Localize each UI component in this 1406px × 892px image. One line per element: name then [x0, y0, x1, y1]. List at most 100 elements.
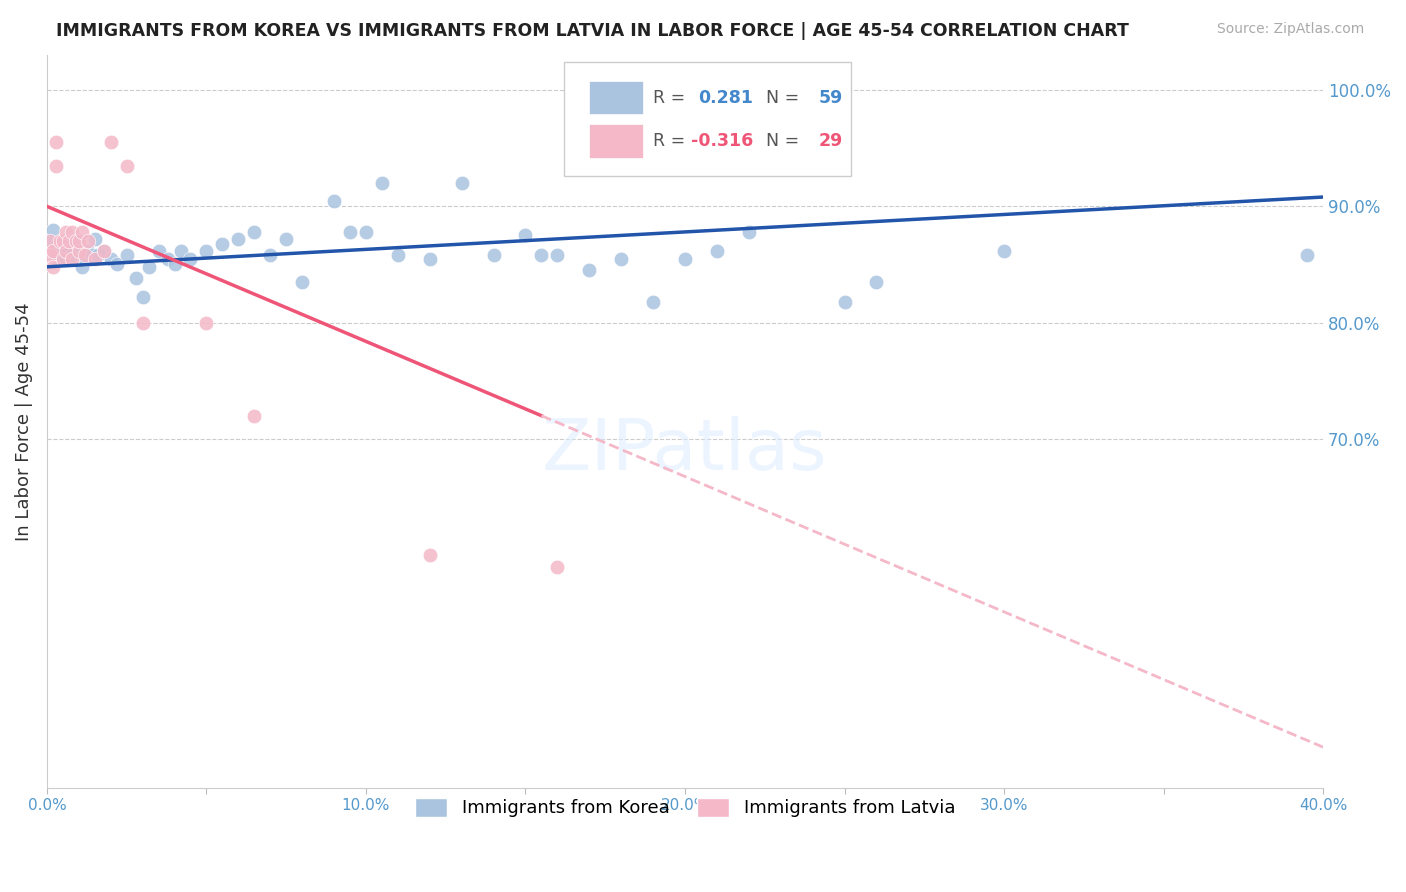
Text: -0.316: -0.316	[692, 132, 754, 150]
Point	[610, 252, 633, 266]
Point	[865, 275, 887, 289]
Point	[515, 228, 537, 243]
Point	[52, 240, 75, 254]
Point	[67, 236, 90, 251]
Point	[371, 176, 394, 190]
Point	[80, 248, 103, 262]
Text: N =: N =	[755, 132, 806, 150]
Point	[45, 159, 67, 173]
Point	[291, 275, 314, 289]
Point	[45, 244, 67, 258]
Point	[450, 176, 472, 190]
Point	[77, 234, 100, 248]
Point	[42, 260, 65, 274]
Point	[55, 225, 77, 239]
Point	[195, 316, 218, 330]
Point	[62, 248, 84, 262]
Point	[706, 244, 728, 258]
Point	[42, 222, 65, 236]
Point	[259, 248, 281, 262]
Point	[179, 252, 201, 266]
Point	[228, 232, 250, 246]
Point	[211, 236, 233, 251]
Point	[419, 548, 441, 562]
Point	[339, 225, 361, 239]
Text: ZIPatlas: ZIPatlas	[543, 417, 828, 485]
Point	[55, 252, 77, 266]
Point	[87, 248, 110, 262]
Point	[138, 260, 160, 274]
Point	[419, 252, 441, 266]
Point	[70, 260, 93, 274]
Text: IMMIGRANTS FROM KOREA VS IMMIGRANTS FROM LATVIA IN LABOR FORCE | AGE 45-54 CORRE: IMMIGRANTS FROM KOREA VS IMMIGRANTS FROM…	[56, 22, 1129, 40]
Point	[65, 234, 87, 248]
Point	[578, 263, 600, 277]
Text: R =: R =	[654, 88, 690, 107]
Point	[77, 244, 100, 258]
Point	[131, 316, 153, 330]
Point	[530, 248, 553, 262]
Point	[45, 252, 67, 266]
Point	[993, 244, 1015, 258]
Point	[75, 248, 97, 262]
Point	[100, 252, 122, 266]
Point	[39, 248, 62, 262]
Point	[131, 290, 153, 304]
FancyBboxPatch shape	[564, 62, 851, 176]
Point	[48, 234, 70, 248]
Point	[52, 252, 75, 266]
Point	[170, 244, 193, 258]
Point	[65, 234, 87, 248]
Point	[243, 409, 266, 423]
Point	[39, 234, 62, 248]
Point	[52, 234, 75, 248]
Point	[93, 244, 115, 258]
Text: N =: N =	[755, 88, 806, 107]
Point	[148, 244, 170, 258]
Point	[55, 244, 77, 258]
Point	[45, 136, 67, 150]
FancyBboxPatch shape	[589, 124, 643, 158]
Y-axis label: In Labor Force | Age 45-54: In Labor Force | Age 45-54	[15, 302, 32, 541]
Point	[115, 248, 138, 262]
Point	[276, 232, 298, 246]
Point	[387, 248, 409, 262]
Point	[546, 560, 568, 574]
Text: R =: R =	[654, 132, 690, 150]
Point	[738, 225, 761, 239]
Point	[243, 225, 266, 239]
Point	[125, 271, 148, 285]
Point	[67, 234, 90, 248]
Point	[42, 244, 65, 258]
Point	[70, 225, 93, 239]
Point	[323, 194, 346, 208]
Text: 59: 59	[820, 88, 844, 107]
Point	[593, 136, 616, 150]
Point	[83, 232, 105, 246]
Point	[52, 234, 75, 248]
Point	[75, 252, 97, 266]
Point	[546, 248, 568, 262]
Point	[100, 136, 122, 150]
Point	[157, 252, 180, 266]
Point	[673, 252, 696, 266]
FancyBboxPatch shape	[589, 81, 643, 114]
Point	[834, 294, 856, 309]
Text: 0.281: 0.281	[697, 88, 752, 107]
Point	[83, 252, 105, 266]
Point	[39, 234, 62, 248]
Point	[482, 248, 505, 262]
Point	[115, 159, 138, 173]
Point	[62, 225, 84, 239]
Point	[643, 294, 665, 309]
Point	[62, 252, 84, 266]
Legend: Immigrants from Korea, Immigrants from Latvia: Immigrants from Korea, Immigrants from L…	[406, 789, 965, 827]
Point	[93, 244, 115, 258]
Point	[48, 248, 70, 262]
Text: Source: ZipAtlas.com: Source: ZipAtlas.com	[1216, 22, 1364, 37]
Point	[1296, 248, 1319, 262]
Point	[163, 258, 186, 272]
Text: 29: 29	[820, 132, 844, 150]
Point	[105, 258, 128, 272]
Point	[354, 225, 377, 239]
